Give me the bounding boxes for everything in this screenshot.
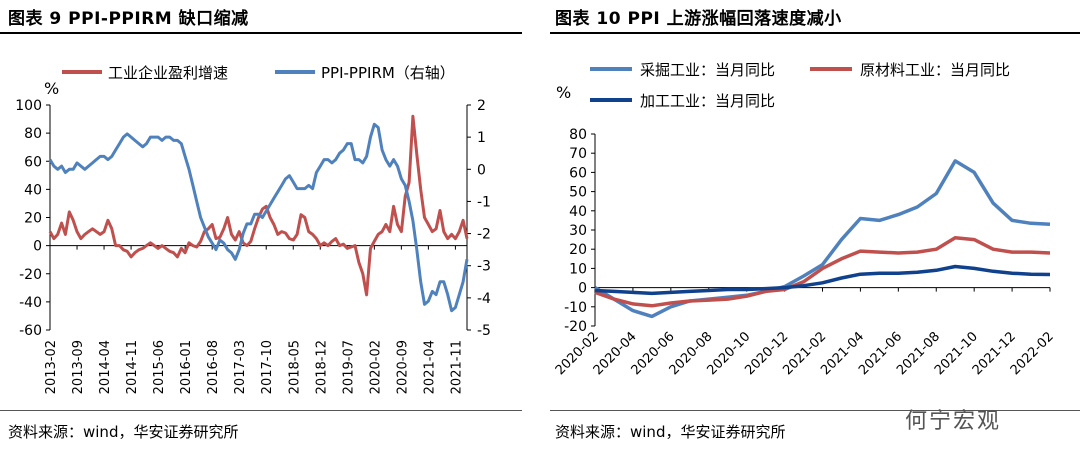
right-chart: 80706050403020100-10-20%2020-022020-0420… bbox=[553, 61, 1057, 378]
series-line-1 bbox=[594, 159, 1051, 319]
x-tick-label: 2020-09 bbox=[395, 340, 410, 394]
legend-label-1: 采掘工业：当月同比 bbox=[640, 61, 775, 79]
x-tick-label: 2016-01 bbox=[179, 340, 194, 394]
left-source-note: 资料来源：wind，华安证券研究所 bbox=[8, 423, 239, 441]
x-tick-label: 2017-03 bbox=[233, 340, 248, 394]
y-tick-label: 80 bbox=[24, 126, 42, 142]
series-line-3 bbox=[594, 264, 1051, 296]
y-tick-label: 60 bbox=[569, 165, 587, 181]
right-title-rule bbox=[550, 32, 1080, 34]
y-tick-label: 40 bbox=[24, 182, 42, 198]
series-line-1 bbox=[48, 114, 469, 297]
y-tick-label: 70 bbox=[569, 146, 587, 162]
x-tick-label: 2021-04 bbox=[422, 340, 437, 394]
right-source-note: 资料来源：wind，华安证券研究所 bbox=[555, 423, 786, 441]
x-tick-label: 2018-12 bbox=[314, 340, 329, 394]
y-tick-label: -20 bbox=[19, 267, 42, 283]
y-tick-label: 0 bbox=[33, 239, 42, 255]
left-title-rule bbox=[0, 32, 522, 34]
legend-label-2: 原材料工业：当月同比 bbox=[860, 61, 1010, 79]
y-axis-unit-label: % bbox=[556, 83, 571, 102]
y-tick-label: -10 bbox=[564, 300, 587, 316]
series-line-2 bbox=[48, 122, 469, 313]
y-tick-label: 80 bbox=[569, 127, 587, 143]
x-tick-label: 2014-04 bbox=[98, 340, 113, 394]
watermark: 何宁宏观 bbox=[905, 409, 1002, 434]
right-chart-title: 图表 10 PPI 上游涨幅回落速度减小 bbox=[555, 9, 842, 29]
y-tick-label: 10 bbox=[569, 261, 587, 277]
x-tick-label: 2013-02 bbox=[44, 340, 59, 394]
y-axis-unit-label: % bbox=[44, 79, 59, 98]
x-tick-label: 2015-06 bbox=[152, 340, 167, 394]
y-tick-label: 40 bbox=[569, 204, 587, 220]
legend-label-2: PPI-PPIRM（右轴） bbox=[321, 64, 455, 82]
y2-tick-label: 0 bbox=[477, 162, 486, 178]
left-chart: 100 80 60 40 20 0 -20 -40 -60 2 1 0 -1 -2 -3 -4 -5% 2013-… bbox=[15, 64, 491, 394]
y2-tick-label: -4 bbox=[477, 291, 491, 307]
y2-tick-label: -3 bbox=[477, 259, 491, 275]
y2-tick-label: -5 bbox=[477, 323, 491, 339]
y2-tick-label: -2 bbox=[477, 227, 491, 243]
y-tick-label: 0 bbox=[578, 281, 587, 297]
y-tick-label: 20 bbox=[569, 242, 587, 258]
y-tick-label: 30 bbox=[569, 223, 587, 239]
y-tick-label: -60 bbox=[19, 323, 42, 339]
y2-tick-label: 2 bbox=[477, 98, 486, 114]
x-tick-label: 2021-11 bbox=[449, 340, 464, 394]
y-tick-label: 60 bbox=[24, 154, 42, 170]
legend-label-1: 工业企业盈利增速 bbox=[108, 64, 228, 82]
left-source-rule bbox=[0, 410, 522, 411]
x-tick-label: 2013-09 bbox=[71, 340, 86, 394]
x-tick-label: 2017-10 bbox=[260, 340, 275, 394]
x-tick-label: 2019-07 bbox=[341, 340, 356, 394]
x-tick-label: 2020-02 bbox=[368, 340, 383, 394]
right-source-rule bbox=[550, 410, 1080, 411]
y2-tick-label: -1 bbox=[477, 194, 491, 210]
y-tick-label: -40 bbox=[19, 295, 42, 311]
x-tick-label: 2016-08 bbox=[206, 340, 221, 394]
y-tick-label: 20 bbox=[24, 211, 42, 227]
x-tick-label: 2018-05 bbox=[287, 340, 302, 394]
y-tick-label: 50 bbox=[569, 185, 587, 201]
x-tick-label: 2014-11 bbox=[125, 340, 140, 394]
left-chart-title: 图表 9 PPI-PPIRM 缺口缩减 bbox=[8, 9, 249, 29]
y2-tick-label: 1 bbox=[477, 130, 486, 146]
y-tick-label: -20 bbox=[564, 319, 587, 335]
legend-label-3: 加工工业：当月同比 bbox=[640, 92, 775, 110]
series-line-2 bbox=[594, 235, 1051, 308]
y-tick-label: 100 bbox=[15, 98, 42, 114]
